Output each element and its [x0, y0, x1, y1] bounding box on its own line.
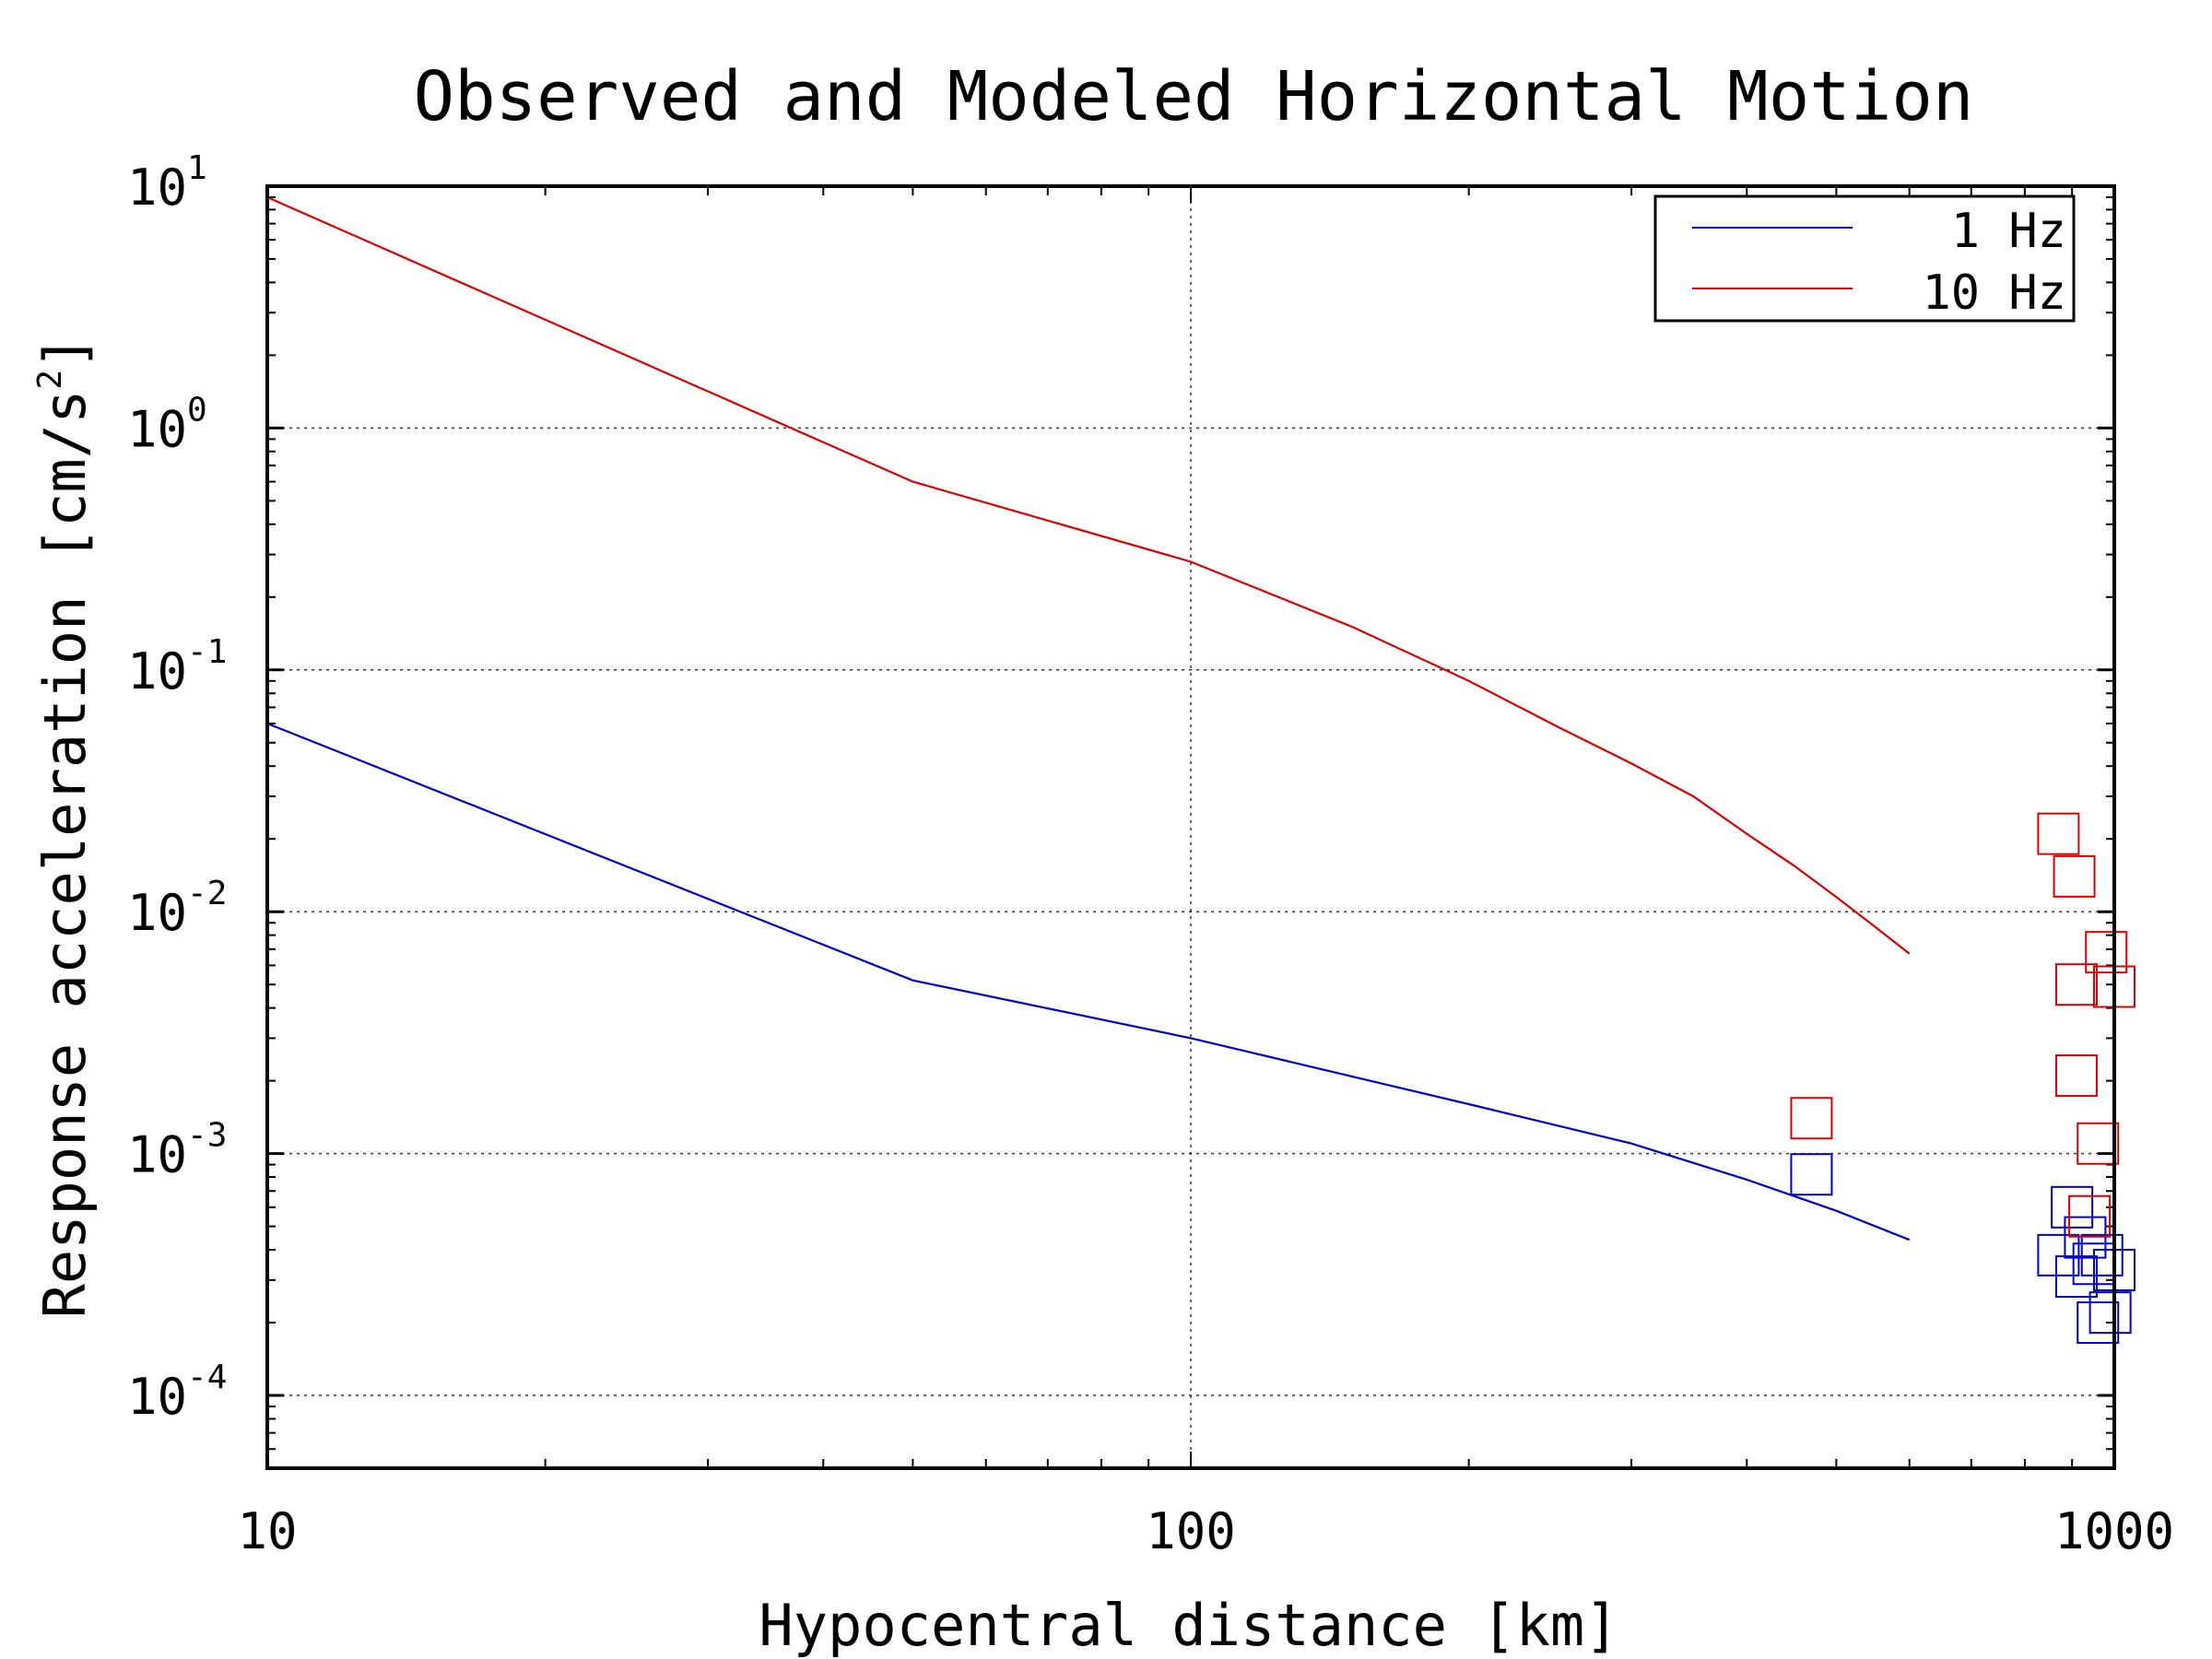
- marker-observed-1-hz: [2051, 1185, 2094, 1229]
- x-axis-label: Hypocentral distance [km]: [759, 1592, 1618, 1659]
- marker-observed-10-hz: [1790, 1097, 1833, 1140]
- y-tick-base: 10: [127, 1126, 187, 1184]
- y-tick-exponent: -4: [187, 1359, 227, 1396]
- marker-observed-1-hz: [2037, 1233, 2080, 1277]
- grid: [267, 186, 2114, 1468]
- y-tick-base: 10: [127, 642, 187, 700]
- marker-observed-10-hz: [2053, 854, 2096, 898]
- marker-observed-1-hz: [2054, 1255, 2098, 1299]
- marker-observed-1-hz: [1790, 1153, 1833, 1196]
- y-tick-label: 10-4: [127, 1359, 227, 1426]
- y-tick-label: 101: [127, 149, 207, 217]
- y-tick-exponent: -1: [187, 633, 227, 671]
- y-axis-label-main: Response acceleration [cm/s: [31, 390, 99, 1319]
- y-tick-exponent: 1: [187, 149, 207, 187]
- y-axis-label-sup: 2: [31, 370, 69, 390]
- y-tick-base: 10: [127, 1368, 187, 1426]
- x-tick-label: 100: [1146, 1502, 1236, 1560]
- legend-box: [1653, 194, 2076, 323]
- marker-observed-10-hz: [2054, 1054, 2098, 1098]
- x-tick-label: 1000: [2054, 1502, 2174, 1560]
- y-tick-label: 10-1: [127, 633, 227, 700]
- marker-observed-10-hz: [2085, 931, 2128, 974]
- y-tick-base: 10: [127, 400, 187, 458]
- marker-observed-10-hz: [2037, 812, 2080, 855]
- y-tick-label: 10-2: [127, 875, 227, 942]
- y-tick-label: 10-3: [127, 1117, 227, 1184]
- legend-label-10hz: 10 Hz: [1922, 265, 2066, 321]
- y-tick-exponent: -3: [187, 1117, 227, 1155]
- x-tick-label: 10: [237, 1502, 297, 1560]
- legend-label-1hz: 1 Hz: [1951, 204, 2066, 259]
- marker-observed-1-hz: [2077, 1301, 2120, 1345]
- chart-title: Observed and Modeled Horizontal Motion: [414, 57, 1974, 136]
- x-tick-labels: 10 100 1000: [237, 1502, 2174, 1560]
- legend: 1 Hz 10 Hz: [1653, 194, 2076, 323]
- marker-observed-10-hz: [2077, 1122, 2120, 1165]
- marker-observed-10-hz: [2054, 963, 2098, 1006]
- y-tick-base: 10: [127, 159, 187, 217]
- y-axis-label-end: ]: [31, 335, 99, 370]
- marker-observed-1-hz: [2080, 1233, 2124, 1277]
- y-tick-exponent: -2: [187, 875, 227, 912]
- y-tick-base: 10: [127, 884, 187, 942]
- series-line-1-hz: [266, 722, 1911, 1241]
- marker-observed-1-hz: [2088, 1291, 2132, 1335]
- series-line-10-hz: [266, 195, 1911, 955]
- marker-observed-10-hz: [2068, 1194, 2112, 1238]
- y-tick-exponent: 0: [187, 391, 207, 429]
- plot-frame: [265, 184, 2116, 1470]
- y-axis-label: Response acceleration [cm/s2]: [31, 335, 99, 1319]
- y-tick-label: 100: [127, 391, 207, 458]
